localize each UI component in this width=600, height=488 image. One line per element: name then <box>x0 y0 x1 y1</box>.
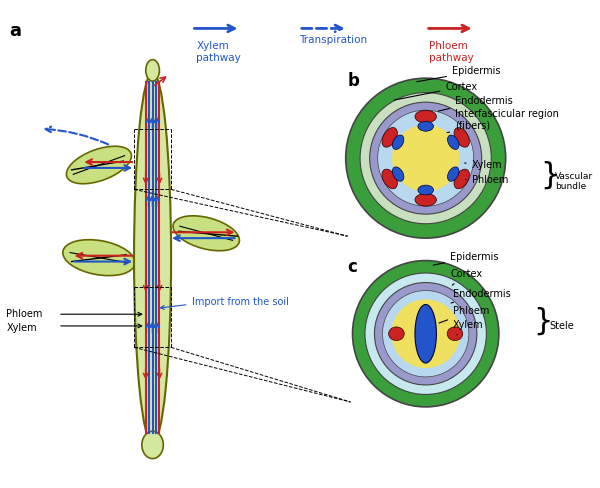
Ellipse shape <box>448 135 459 149</box>
Text: c: c <box>347 258 358 276</box>
Ellipse shape <box>415 193 436 206</box>
Ellipse shape <box>67 146 131 184</box>
Text: Xylem: Xylem <box>6 323 37 333</box>
Ellipse shape <box>389 327 404 341</box>
Text: Import from the soil: Import from the soil <box>191 297 289 306</box>
Text: Stele: Stele <box>550 321 574 331</box>
Text: Xylem: Xylem <box>465 160 502 170</box>
Text: a: a <box>9 21 21 40</box>
Ellipse shape <box>447 327 463 341</box>
Text: Phloem: Phloem <box>6 309 43 319</box>
Text: Epidermis: Epidermis <box>417 66 500 81</box>
Text: Epidermis: Epidermis <box>433 252 499 265</box>
Ellipse shape <box>418 185 433 195</box>
Ellipse shape <box>382 169 397 189</box>
Ellipse shape <box>377 110 473 206</box>
Ellipse shape <box>353 261 499 407</box>
Ellipse shape <box>346 78 506 238</box>
Ellipse shape <box>63 240 135 276</box>
Text: Xylem: Xylem <box>453 320 484 335</box>
Ellipse shape <box>370 102 482 214</box>
Text: Phloem
pathway: Phloem pathway <box>428 41 473 63</box>
Ellipse shape <box>448 167 459 181</box>
Ellipse shape <box>454 127 469 147</box>
Text: Endodermis: Endodermis <box>438 96 512 111</box>
Text: Transpiration: Transpiration <box>299 35 367 45</box>
Ellipse shape <box>146 60 160 81</box>
Text: Cortex: Cortex <box>394 82 478 100</box>
Text: Cortex: Cortex <box>450 269 482 285</box>
Ellipse shape <box>142 431 163 459</box>
Ellipse shape <box>360 93 491 224</box>
Text: Endodermis: Endodermis <box>451 289 511 303</box>
Ellipse shape <box>383 290 469 377</box>
Ellipse shape <box>365 273 487 394</box>
Ellipse shape <box>454 169 469 189</box>
Text: Xylem
pathway: Xylem pathway <box>196 41 241 63</box>
Text: b: b <box>347 72 359 90</box>
Ellipse shape <box>392 167 404 181</box>
Text: }: } <box>533 306 553 336</box>
Text: Vascular
bundle: Vascular bundle <box>556 172 593 191</box>
Ellipse shape <box>382 127 397 147</box>
Ellipse shape <box>391 299 460 368</box>
Ellipse shape <box>392 124 459 192</box>
Ellipse shape <box>134 72 171 443</box>
Ellipse shape <box>392 135 404 149</box>
Text: Interfascicular region
(fibers): Interfascicular region (fibers) <box>447 109 559 133</box>
Text: }: } <box>540 160 559 189</box>
Ellipse shape <box>374 283 477 385</box>
Ellipse shape <box>418 122 433 131</box>
Text: Phloem: Phloem <box>439 306 490 323</box>
Ellipse shape <box>173 216 239 251</box>
Text: Phloem: Phloem <box>466 175 508 184</box>
Ellipse shape <box>415 305 436 363</box>
Ellipse shape <box>415 110 436 123</box>
